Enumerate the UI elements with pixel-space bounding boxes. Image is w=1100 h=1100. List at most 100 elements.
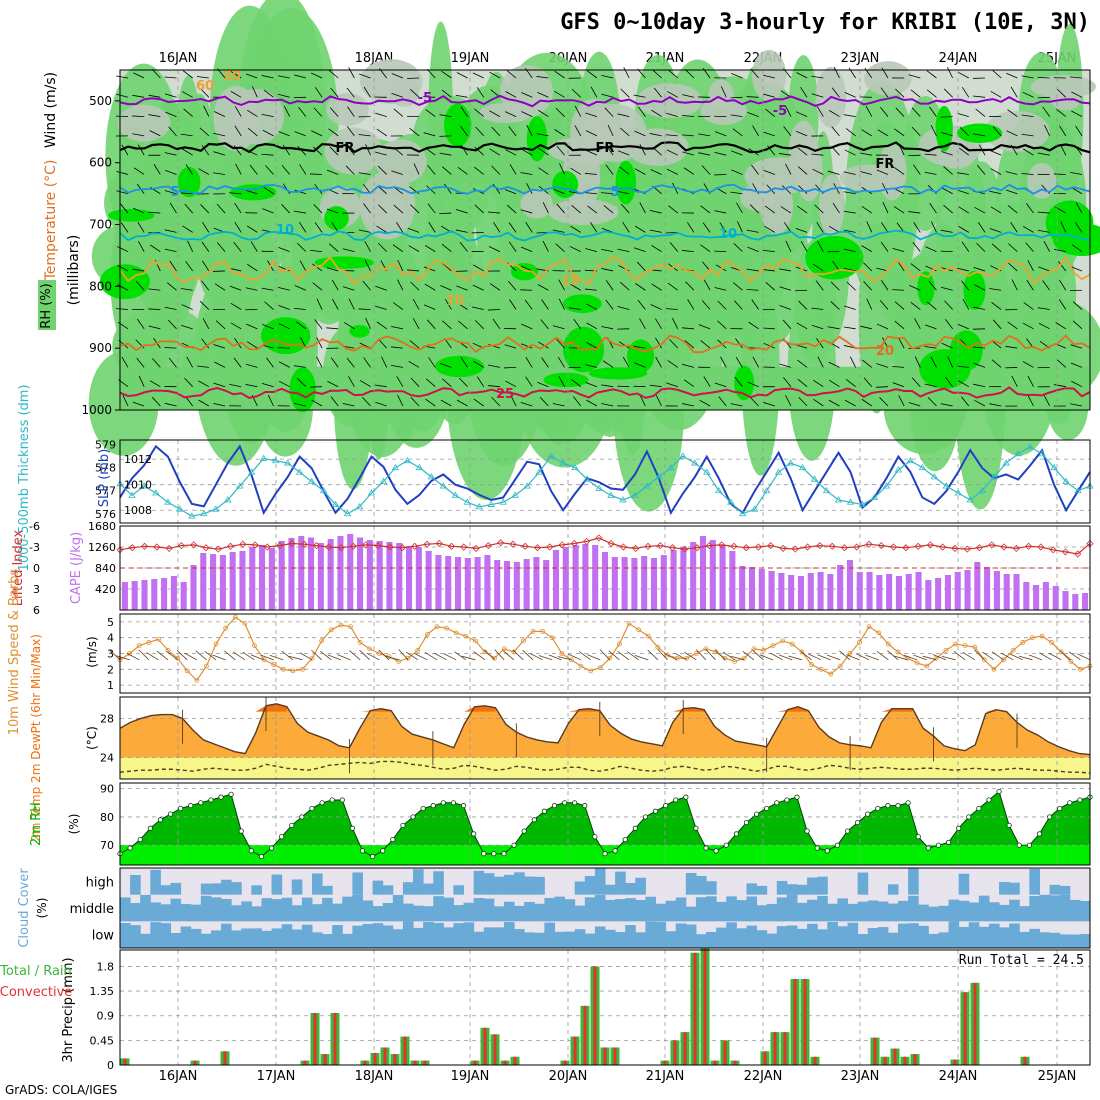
rh2m-point [612, 848, 618, 854]
lifted-index-point [853, 543, 861, 551]
wind-barb [796, 72, 808, 79]
surface-wind-barb [434, 652, 447, 661]
wind-barb [779, 286, 792, 291]
cape-bar [562, 547, 569, 610]
wind-barb [972, 346, 986, 349]
cloud-bar [968, 902, 980, 922]
thickness-point [786, 459, 795, 466]
wind-barb [541, 357, 549, 368]
wind-barb [684, 340, 695, 349]
wind-barb [845, 379, 856, 388]
cloud-bar [564, 899, 576, 922]
wind-speed-point [463, 633, 469, 639]
cape-bar [592, 545, 599, 610]
surface-wind-barb [212, 654, 226, 661]
lifted-index-point [1012, 544, 1020, 552]
rh2m-tick-label: 80 [100, 811, 114, 824]
wind-speed-point [453, 630, 459, 636]
wind-barb [962, 298, 970, 310]
rh2m-point [774, 800, 780, 806]
wind-barb [1037, 229, 1050, 233]
cloud-bar [453, 923, 465, 948]
rh2m-point [753, 811, 760, 817]
wind-barb [974, 206, 986, 214]
wind-barb [283, 105, 291, 117]
y-tick-label: 900 [89, 341, 112, 355]
contour-label: -5 [773, 104, 787, 119]
lifted-index-point [153, 543, 161, 551]
cloud-bar [776, 926, 788, 948]
cloud-bar [352, 925, 363, 948]
wind-barb [827, 326, 840, 330]
date-label-top: 24JAN [939, 51, 978, 66]
rh2m-point [460, 803, 467, 809]
wind-barb [407, 227, 420, 233]
cloud-bar [736, 928, 747, 948]
cloud-bar [514, 929, 525, 948]
thickness-point [643, 482, 651, 489]
lifted-index-point [251, 541, 259, 549]
wind-barb [180, 192, 193, 195]
series-line [119, 446, 1091, 517]
rh2m-point [309, 805, 315, 812]
wind-barb [213, 151, 226, 156]
wind-barb [149, 130, 161, 137]
cape-bar [161, 578, 168, 610]
wind-barb [474, 108, 484, 117]
thickness-point [523, 482, 531, 489]
precip-convective-bar [483, 1027, 487, 1065]
wind-barb [1074, 222, 1083, 233]
wind-barb [943, 166, 953, 175]
wind-speed-point [146, 640, 152, 645]
wind-barb [926, 89, 937, 98]
cloud-bar [645, 896, 657, 922]
wind-barb [133, 207, 145, 214]
wind-barb [1053, 173, 1066, 175]
thickness-point [499, 498, 507, 505]
cloud-bar [231, 930, 242, 948]
wind-barb [201, 338, 210, 349]
wind-barb [637, 261, 646, 272]
temperature-contour [119, 334, 1091, 354]
thickness-point [834, 496, 843, 503]
cape-bar [376, 541, 383, 610]
wind-barb [1022, 225, 1034, 233]
cape-tick-label: 1260 [88, 541, 116, 554]
wind-barb [137, 221, 145, 233]
wind-barb [1025, 242, 1034, 252]
temperature-contour [119, 141, 1091, 154]
wind-barb [198, 380, 210, 388]
cloud-bar [1019, 906, 1030, 922]
cloud-bar [584, 933, 596, 948]
wind-barb [138, 375, 145, 387]
wind-barb [734, 300, 743, 310]
li-tick-label: -6 [29, 520, 40, 533]
wind-barb [473, 398, 484, 407]
date-label-bottom: 17JAN [257, 1069, 296, 1084]
wind-barb [410, 204, 420, 214]
wind-barb [941, 151, 953, 156]
cloud-bar [958, 873, 970, 895]
cloud-bar [857, 901, 869, 922]
cloud-bar [524, 876, 535, 895]
wind-barb [166, 282, 177, 291]
wind-barb [168, 126, 177, 137]
wind-barb [412, 318, 420, 330]
precip-convective-label: Convective [0, 985, 72, 1000]
precip-convective-bar [313, 1012, 317, 1065]
wind-barb [510, 395, 517, 407]
wind-speed-point [290, 668, 296, 674]
thickness-point [631, 491, 639, 498]
wind-barb [538, 167, 549, 175]
wind-barb [263, 89, 274, 98]
thickness-point [894, 466, 903, 473]
precip-convective-bar [1023, 1056, 1027, 1065]
cape-bar [611, 557, 618, 610]
wind-barb [1008, 262, 1018, 272]
temp-max-fill [485, 705, 496, 712]
thickness-point [128, 491, 136, 498]
thickness-point [619, 496, 627, 503]
wind-barb [1043, 395, 1051, 407]
wind-barb [148, 288, 161, 291]
rh2m-tick-label: 90 [100, 783, 114, 796]
